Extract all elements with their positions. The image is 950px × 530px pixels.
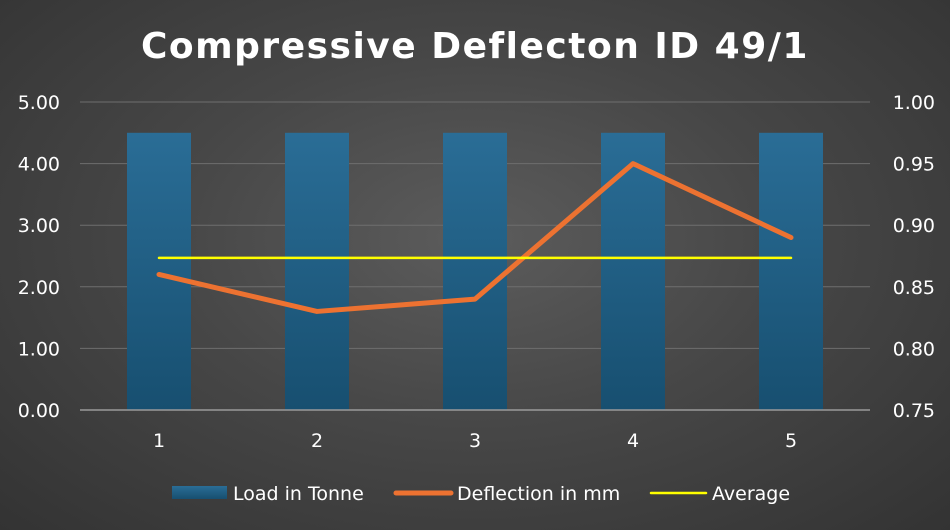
legend-label: Average: [712, 483, 790, 505]
legend-label: Load in Tonne: [233, 483, 364, 505]
y-right-tick-label: 0.75: [893, 400, 935, 422]
x-tick-label: 2: [311, 430, 323, 452]
y-right-tick-label: 0.80: [893, 338, 935, 360]
bar: [759, 132, 823, 411]
line-series: [156, 161, 794, 314]
bar: [443, 132, 507, 411]
x-tick-label: 5: [785, 430, 797, 452]
y-left-tick-label: 1.00: [18, 338, 60, 360]
y-left-tick-label: 2.00: [18, 277, 60, 299]
x-tick-label: 4: [627, 430, 639, 452]
y-right-tick-label: 0.85: [893, 277, 935, 299]
legend-swatch-bar: [172, 486, 227, 499]
bar: [127, 132, 191, 411]
y-left-tick-label: 4.00: [18, 154, 60, 176]
bar: [285, 132, 349, 411]
x-tick-label: 3: [469, 430, 481, 452]
y-right-tick-label: 0.95: [893, 154, 935, 176]
chart-title: Compressive Deflecton ID 49/1: [141, 26, 809, 67]
deflection-line: [156, 161, 794, 314]
bar-series: [127, 132, 823, 411]
y-left-tick-label: 3.00: [18, 215, 60, 237]
y-right-tick-label: 0.90: [893, 215, 935, 237]
x-tick-label: 1: [153, 430, 165, 452]
y-left-tick-label: 5.00: [18, 92, 60, 114]
y-left-tick-label: 0.00: [18, 400, 60, 422]
axes: 0.00 1.00 2.00 3.00 4.00 5.00 0.75 0.80 0.85 0.90…: [18, 92, 935, 452]
legend-label: Deflection in mm: [457, 483, 620, 505]
y-right-tick-label: 1.00: [893, 92, 935, 114]
legend: Load in Tonne Deflection in mm Average: [172, 483, 790, 505]
